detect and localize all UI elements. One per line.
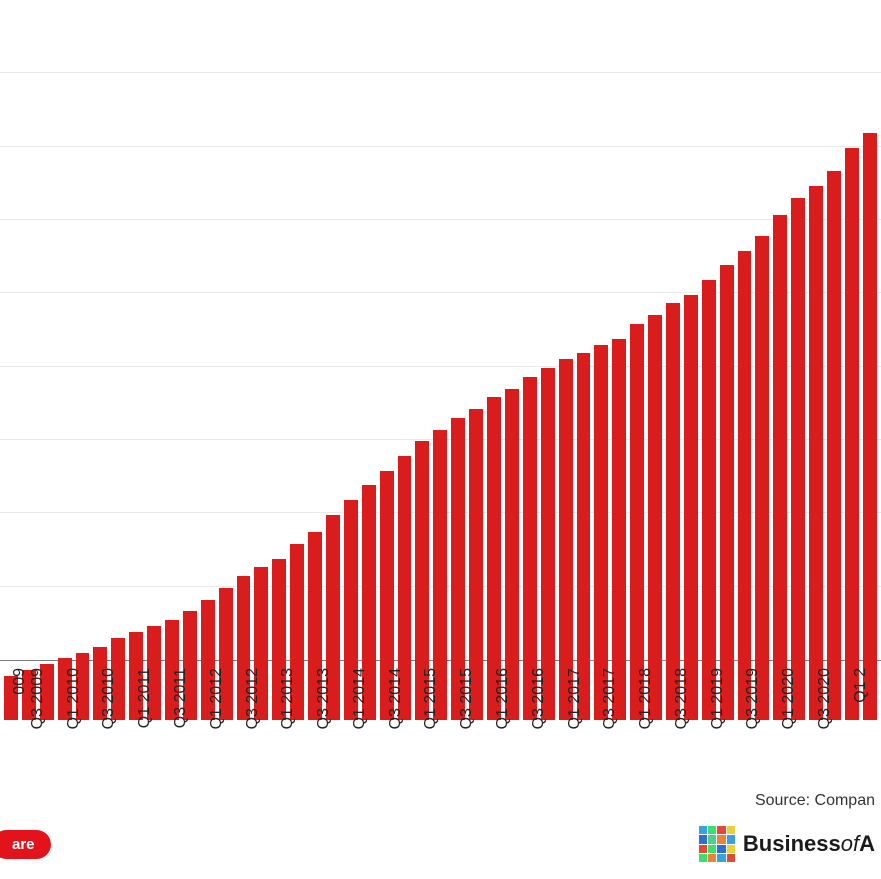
x-label-slot: Q1 2011 [129,664,143,804]
logo-cell [717,845,725,853]
x-label-slot [433,664,447,804]
x-label-slot [76,664,90,804]
x-label-slot: Q1 2019 [702,664,716,804]
x-label-slot [612,664,626,804]
logo-cell [727,826,735,834]
x-label-slot [254,664,268,804]
bar-chart: 009Q3 2009Q1 2010Q3 2010Q1 2011Q3 2011Q1… [0,0,881,720]
bar [630,324,644,720]
bar [773,215,787,720]
bar [612,339,626,720]
x-label-slot: Q3 2019 [738,664,752,804]
brand-attribution: BusinessofA [699,826,875,862]
x-label-slot: Q3 2010 [93,664,107,804]
x-label-slot [111,664,125,804]
x-label-slot [684,664,698,804]
brand-logo-icon [699,826,735,862]
brand-text-italic: of [841,831,859,856]
bar [863,133,877,720]
bar [684,295,698,720]
x-label-slot: Q1 2016 [487,664,501,804]
logo-cell [717,826,725,834]
brand-text-tail: A [859,831,875,856]
x-label-slot: Q3 2015 [451,664,465,804]
x-label-slot: Q3 2009 [22,664,36,804]
bar [666,303,680,720]
share-button[interactable]: are [0,830,51,859]
x-label-slot [469,664,483,804]
bar [827,171,841,720]
x-label-slot: Q3 2013 [308,664,322,804]
x-label-slot: Q1 2 [845,664,859,804]
logo-cell [699,845,707,853]
x-label-slot: Q1 2020 [773,664,787,804]
bar [702,280,716,720]
x-label-slot [577,664,591,804]
x-label-slot [326,664,340,804]
bar [738,251,752,720]
x-label-slot [362,664,376,804]
x-label-slot [863,664,877,804]
x-label-slot [791,664,805,804]
x-label-slot: Q1 2017 [559,664,573,804]
logo-cell [708,845,716,853]
x-label-slot [219,664,233,804]
logo-cell [699,835,707,843]
logo-cell [699,854,707,862]
brand-text-bold: Business [743,831,841,856]
logo-cell [717,835,725,843]
x-label-slot: Q1 2015 [415,664,429,804]
logo-cell [708,854,716,862]
x-label-slot: Q3 2014 [380,664,394,804]
x-label-slot: Q3 2012 [237,664,251,804]
logo-cell [699,826,707,834]
x-axis-labels: 009 Q3 2009 Q1 2010 Q3 2010 Q1 2011 Q3 2011 Q1… [0,664,881,804]
x-label-slot: Q3 2017 [594,664,608,804]
bar [648,315,662,720]
x-label-slot [755,664,769,804]
x-label-slot: Q1 2013 [272,664,286,804]
x-label-slot: Q3 2018 [666,664,680,804]
x-label-slot [827,664,841,804]
logo-cell [727,835,735,843]
x-label-slot [398,664,412,804]
x-label-slot: 009 [4,664,18,804]
x-label-slot: Q3 2011 [165,664,179,804]
brand-text: BusinessofA [743,831,875,857]
source-citation: Source: Compan [755,792,875,810]
x-label-slot [290,664,304,804]
x-label-slot: Q1 2014 [344,664,358,804]
x-label-slot: Q3 2020 [809,664,823,804]
bar [755,236,769,720]
bar [720,265,734,720]
x-label-slot: Q3 2016 [523,664,537,804]
x-label-slot [505,664,519,804]
logo-cell [708,826,716,834]
bar [791,198,805,720]
x-label-slot: Q1 2010 [58,664,72,804]
x-label-slot: Q1 2018 [630,664,644,804]
logo-cell [708,835,716,843]
x-label-slot [147,664,161,804]
bars-container [0,60,881,720]
logo-cell [717,854,725,862]
logo-cell [727,854,735,862]
x-label-slot [40,664,54,804]
x-label-slot [648,664,662,804]
x-label-slot [183,664,197,804]
bar [845,148,859,720]
x-label-slot [720,664,734,804]
x-label-slot: Q1 2012 [201,664,215,804]
logo-cell [727,845,735,853]
x-label-slot [541,664,555,804]
bar [809,186,823,720]
